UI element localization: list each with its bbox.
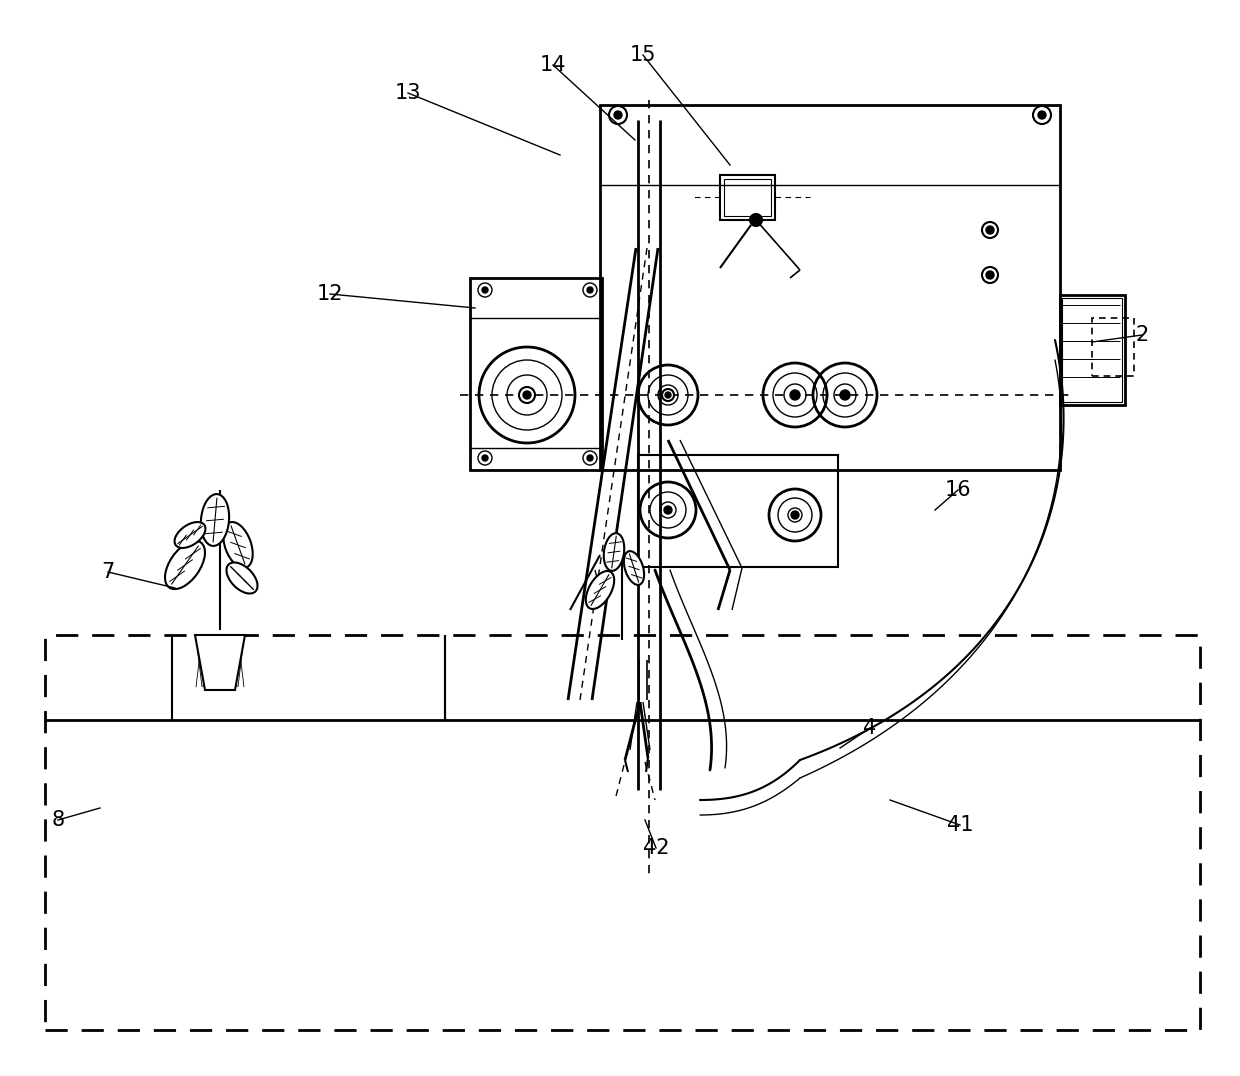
Bar [45, 635, 1200, 1030]
Bar [600, 105, 1060, 470]
Text: 12: 12 [316, 284, 343, 305]
Text: 7: 7 [102, 562, 114, 582]
Ellipse shape [175, 522, 206, 548]
Bar [639, 455, 838, 567]
Circle shape [839, 390, 849, 400]
Circle shape [523, 391, 531, 399]
Bar [1060, 295, 1125, 405]
Circle shape [665, 392, 671, 398]
Bar [724, 179, 771, 216]
Circle shape [520, 387, 534, 404]
Circle shape [791, 511, 799, 519]
Circle shape [477, 451, 492, 465]
Text: 42: 42 [642, 838, 670, 858]
Text: 13: 13 [394, 83, 422, 103]
Ellipse shape [585, 571, 614, 609]
Circle shape [790, 390, 800, 400]
Bar [470, 278, 601, 470]
Bar [1061, 298, 1122, 402]
Polygon shape [195, 635, 246, 690]
Text: 4: 4 [863, 718, 877, 738]
Circle shape [986, 271, 994, 279]
Circle shape [587, 455, 593, 461]
Ellipse shape [165, 541, 205, 590]
Ellipse shape [223, 522, 253, 568]
Text: 14: 14 [539, 55, 567, 75]
Circle shape [663, 506, 672, 514]
Ellipse shape [624, 551, 644, 585]
Circle shape [482, 287, 489, 293]
Text: 16: 16 [945, 480, 971, 500]
Circle shape [986, 226, 994, 233]
Circle shape [587, 287, 593, 293]
Text: 15: 15 [630, 45, 656, 65]
Text: 41: 41 [947, 815, 973, 835]
Circle shape [482, 455, 489, 461]
Text: 8: 8 [51, 810, 64, 830]
Circle shape [662, 390, 675, 401]
Circle shape [982, 222, 998, 238]
Bar [720, 175, 775, 220]
Circle shape [583, 283, 596, 297]
Bar [1092, 318, 1135, 376]
Circle shape [614, 111, 622, 119]
Circle shape [477, 283, 492, 297]
Ellipse shape [201, 494, 229, 546]
Circle shape [982, 267, 998, 283]
Circle shape [1033, 107, 1052, 124]
Ellipse shape [604, 533, 624, 571]
Circle shape [583, 451, 596, 465]
Text: 2: 2 [1136, 325, 1148, 345]
Ellipse shape [227, 563, 258, 594]
Circle shape [609, 107, 627, 124]
Circle shape [1038, 111, 1047, 119]
Circle shape [750, 214, 763, 226]
